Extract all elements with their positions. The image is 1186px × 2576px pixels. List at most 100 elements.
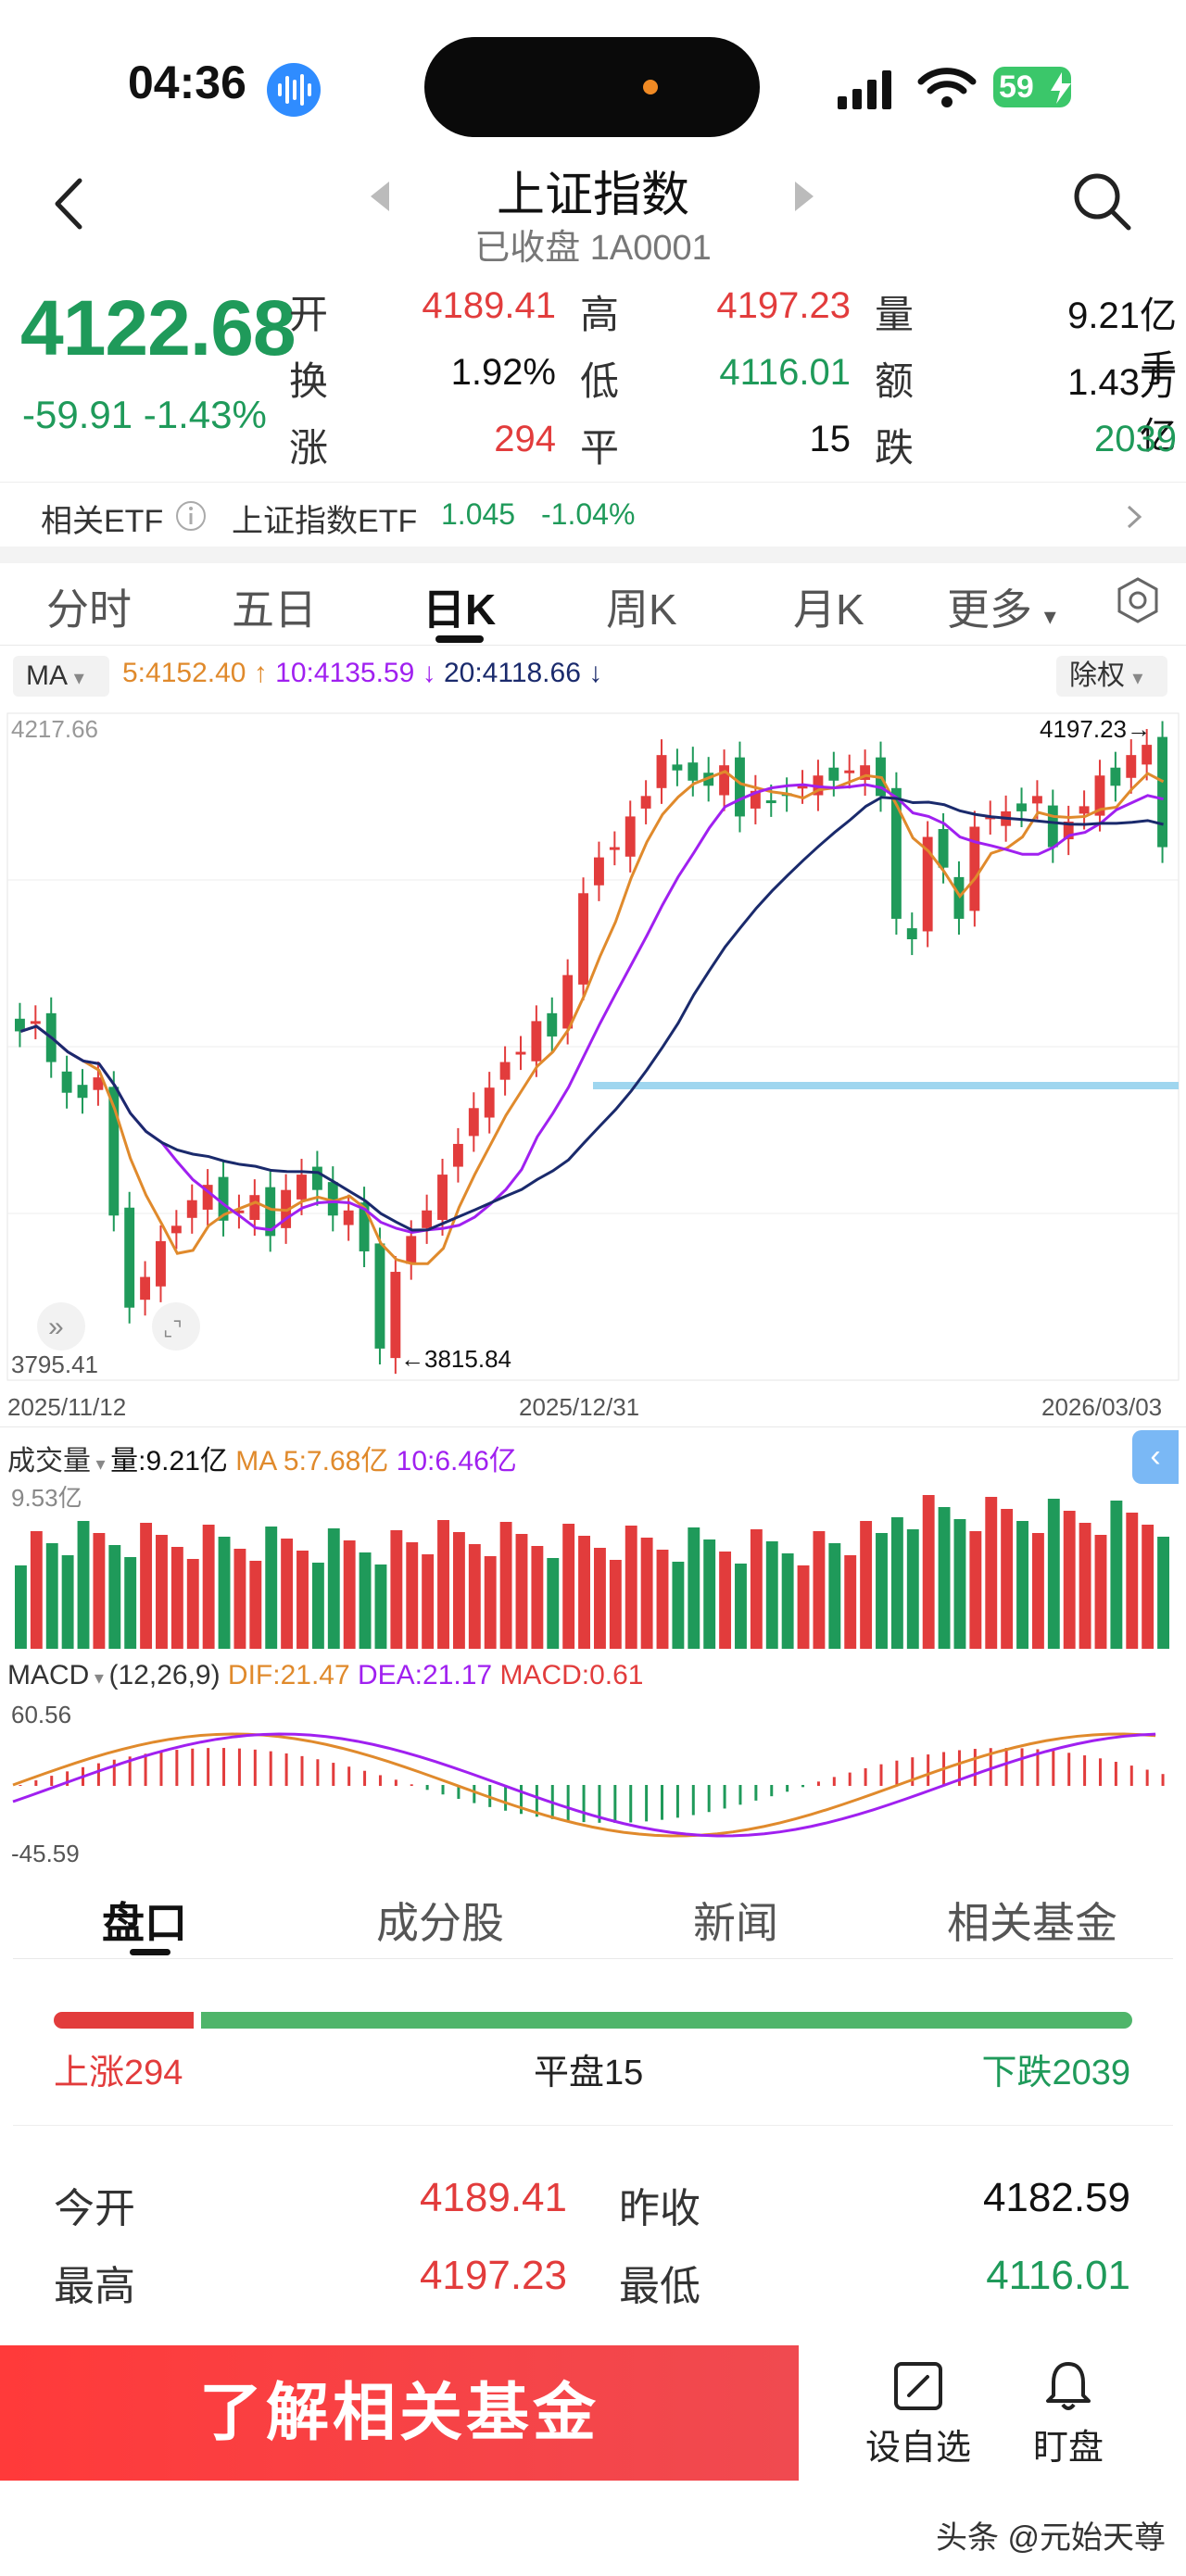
candle-body [515, 1051, 526, 1055]
candle-body [186, 1200, 197, 1218]
edit-square-icon [894, 2362, 942, 2410]
macd-bar [770, 1785, 774, 1797]
volume-max-label: 9.53亿 [11, 1484, 82, 1512]
macd-bar [723, 1785, 726, 1809]
stat-label: 最低 [619, 2264, 700, 2309]
quote-value: 294 [494, 419, 556, 459]
candle-body [609, 847, 620, 850]
quote-value: 9.21亿手 [1067, 295, 1177, 390]
volume-bar [311, 1563, 324, 1649]
macd-bar [1020, 1748, 1024, 1786]
macd-bar [191, 1748, 195, 1786]
prev-index-button[interactable] [371, 182, 389, 211]
volume-bar [969, 1531, 982, 1649]
tab-quote[interactable]: 盘口 [102, 1899, 187, 1947]
kline-chart[interactable]: 4217.66 3795.41 4197.23→ ←3815.84 » ⌞⌝ 2… [0, 704, 1186, 1436]
candle-body [688, 762, 699, 781]
volume-bar [578, 1536, 590, 1649]
bottom-tab-indicator [130, 1949, 170, 1955]
back-button[interactable] [48, 171, 95, 236]
monitor-button[interactable]: 盯盘 [1017, 2358, 1119, 2469]
macd-bar [816, 1781, 820, 1786]
info-icon[interactable] [174, 499, 208, 533]
volume-bar [452, 1532, 465, 1649]
tab-constituents[interactable]: 成分股 [376, 1899, 504, 1947]
quote-value: 4197.23 [716, 285, 851, 326]
quote-value: 2039 [1094, 419, 1177, 459]
candle-body [422, 1210, 433, 1228]
tab-daily-k[interactable]: 日K [423, 585, 497, 634]
volume-bar [1001, 1509, 1014, 1649]
siri-icon [267, 63, 321, 117]
macd-bar [848, 1772, 852, 1786]
volume-bar [938, 1507, 951, 1649]
tab-five-day[interactable]: 五日 [232, 585, 317, 634]
macd-bar [300, 1755, 304, 1786]
volume-bar [703, 1539, 716, 1649]
macd-chart[interactable]: 60.56 -45.59 [0, 1697, 1186, 1873]
macd-bar [222, 1748, 226, 1786]
ma10-line [19, 783, 1164, 1235]
candle-body [1157, 736, 1167, 848]
collapse-panel-button[interactable]: ‹ [1132, 1430, 1179, 1484]
add-watchlist-button[interactable]: 设自选 [858, 2358, 978, 2469]
bell-icon [1046, 2362, 1091, 2410]
volume-bar [45, 1543, 58, 1649]
candle-body [1142, 745, 1153, 765]
settings-hexagon-icon[interactable] [1114, 576, 1162, 624]
volume-select[interactable]: 成交量 [7, 1446, 91, 1476]
volume-bar [296, 1551, 309, 1649]
tab-more[interactable]: 更多 ▾ [947, 585, 1056, 634]
candle-body [15, 1018, 25, 1032]
volume-bar [437, 1520, 449, 1649]
candle-body [265, 1187, 276, 1237]
search-icon[interactable] [1069, 169, 1134, 233]
volume-bar [359, 1552, 372, 1649]
divider [13, 2125, 1173, 2126]
tab-related-funds[interactable]: 相关基金 [947, 1899, 1117, 1947]
next-index-button[interactable] [795, 182, 814, 211]
volume-bar [1063, 1511, 1076, 1649]
volume-chart[interactable]: 9.53亿 [0, 1478, 1186, 1649]
candle-body [797, 785, 808, 789]
macd-bar [973, 1749, 977, 1786]
candle-body [640, 796, 651, 809]
tab-weekly-k[interactable]: 周K [606, 585, 677, 634]
macd-bar [598, 1785, 601, 1823]
tab-intraday[interactable]: 分时 [46, 585, 132, 634]
quote-label: 涨 [289, 426, 329, 470]
ma10-value: 10:4135.59 [275, 658, 415, 688]
macd-bar [754, 1785, 758, 1801]
ma-lines-group [19, 770, 1165, 1265]
learn-funds-button[interactable]: 了解相关基金 [0, 2345, 799, 2481]
candle-body [625, 816, 636, 857]
candle-body [406, 1236, 417, 1264]
volume-bar [985, 1497, 998, 1649]
indicator-select[interactable]: MA ▾ [13, 656, 109, 697]
macd-bar [927, 1754, 930, 1786]
macd-bar [159, 1751, 163, 1786]
expand-icon[interactable]: » [37, 1302, 85, 1351]
macd-bar [207, 1748, 210, 1786]
candle-body [828, 767, 839, 781]
macd-bar [410, 1784, 413, 1786]
volume-bar [890, 1517, 903, 1649]
candle-body [719, 765, 730, 796]
candle-body [1110, 767, 1121, 786]
related-etf-bar[interactable]: 相关ETF 上证指数ETF 1.045 -1.04% [0, 482, 1186, 547]
volume-bar [688, 1527, 700, 1649]
tab-news[interactable]: 新闻 [693, 1899, 778, 1947]
y-min-label: 3795.41 [11, 1351, 98, 1378]
candle-body [906, 928, 917, 940]
candle-body [374, 1243, 385, 1349]
candle-body [1047, 805, 1058, 848]
candle-body [249, 1195, 260, 1220]
stat-label: 最高 [54, 2264, 135, 2309]
macd-bar [316, 1759, 320, 1786]
macd-select[interactable]: MACD [7, 1660, 90, 1690]
volume-header: 成交量 ▾ 量:9.21亿 MA 5:7.68亿 10:6.46亿 [7, 1446, 517, 1476]
adjustment-select[interactable]: 除权 ▾ [1056, 656, 1167, 697]
tab-monthly-k[interactable]: 月K [793, 585, 864, 634]
breadth-flat-label: 平盘15 [534, 2054, 644, 2092]
fullscreen-icon[interactable]: ⌞⌝ [152, 1302, 200, 1351]
